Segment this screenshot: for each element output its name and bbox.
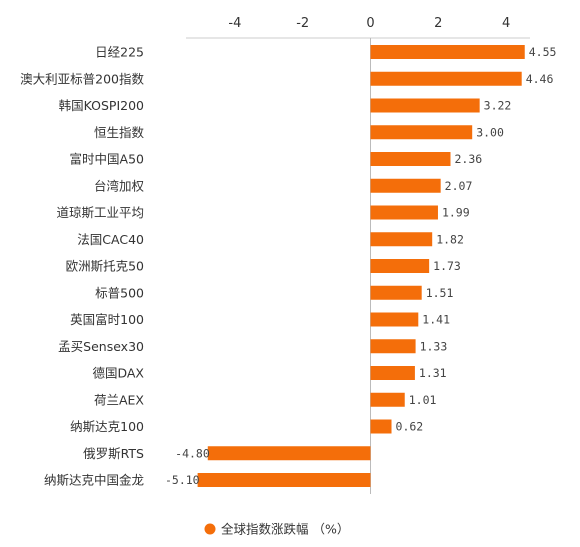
value-label: 1.01 <box>409 393 437 407</box>
value-label: 1.99 <box>442 206 470 220</box>
category-label: 荷兰AEX <box>94 392 144 407</box>
bar[interactable] <box>370 71 522 86</box>
value-label: 3.00 <box>476 125 504 139</box>
value-label: 1.51 <box>426 286 454 300</box>
value-label: -5.10 <box>165 473 200 487</box>
bar[interactable] <box>370 98 480 113</box>
bar[interactable] <box>370 232 433 247</box>
category-label: 日经225 <box>95 45 144 60</box>
category-label: 俄罗斯RTS <box>83 446 144 461</box>
category-label: 纳斯达克100 <box>70 419 144 434</box>
category-label: 法国CAC40 <box>77 232 144 247</box>
legend-marker[interactable] <box>204 523 216 535</box>
bar[interactable] <box>197 473 371 487</box>
value-label: 0.62 <box>396 420 424 434</box>
x-tick-label: -4 <box>228 16 241 31</box>
x-tick-label: 2 <box>434 16 442 31</box>
value-label: 2.36 <box>455 152 483 166</box>
x-tick-label: 0 <box>366 16 374 31</box>
category-label: 恒生指数 <box>94 125 145 140</box>
bar[interactable] <box>370 259 430 273</box>
value-label: 1.82 <box>436 232 464 246</box>
bar[interactable] <box>370 366 415 380</box>
category-label: 德国DAX <box>92 366 144 381</box>
value-label: -4.80 <box>175 446 210 460</box>
category-label: 台湾加权 <box>94 178 145 193</box>
bar[interactable] <box>370 205 438 220</box>
category-label: 英国富时100 <box>70 312 144 327</box>
category-label: 纳斯达克中国金龙 <box>44 473 144 488</box>
category-label: 澳大利亚标普200指数 <box>20 71 144 86</box>
bar[interactable] <box>370 178 441 193</box>
value-label: 3.22 <box>484 99 512 113</box>
value-label: 4.46 <box>526 72 554 86</box>
category-label: 韩国KOSPI200 <box>59 98 144 113</box>
bar[interactable] <box>370 152 451 166</box>
value-label: 4.55 <box>529 45 557 59</box>
category-label: 标普500 <box>95 285 144 300</box>
value-label: 1.31 <box>419 366 447 380</box>
bar[interactable] <box>370 339 416 354</box>
category-label: 道琼斯工业平均 <box>56 205 144 220</box>
value-label: 2.07 <box>445 179 473 193</box>
bar[interactable] <box>370 312 419 327</box>
legend-label[interactable]: 全球指数涨跌幅 （%） <box>221 522 349 537</box>
bar[interactable] <box>370 285 422 300</box>
bar[interactable] <box>370 125 473 140</box>
value-label: 1.73 <box>433 259 461 273</box>
value-label: 1.33 <box>420 339 448 353</box>
bar[interactable] <box>370 419 392 434</box>
category-label: 孟买Sensex30 <box>58 339 144 354</box>
bar[interactable] <box>207 446 371 461</box>
bar[interactable] <box>370 45 525 59</box>
bar[interactable] <box>370 392 405 407</box>
x-tick-label: -2 <box>296 16 309 31</box>
category-label: 富时中国A50 <box>70 152 145 167</box>
x-tick-label: 4 <box>502 16 510 31</box>
value-label: 1.41 <box>422 313 450 327</box>
category-label: 欧洲斯托克50 <box>66 259 144 274</box>
